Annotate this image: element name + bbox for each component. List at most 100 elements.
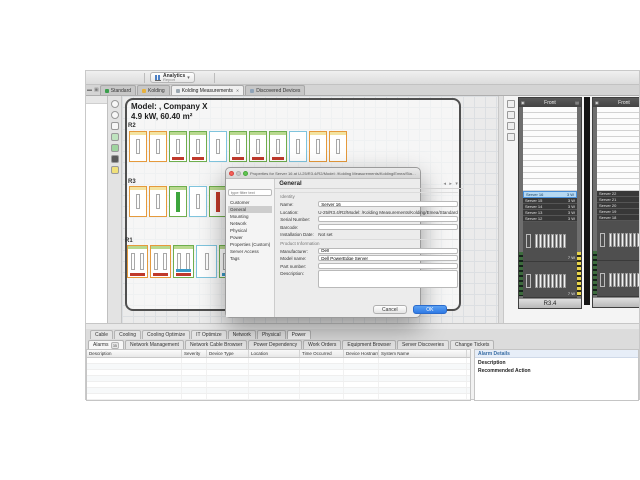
floorplan-rack[interactable] xyxy=(229,131,247,162)
minimize-pane-icon[interactable]: ▬ xyxy=(87,87,92,93)
floorplan-rack[interactable] xyxy=(189,186,207,217)
empty-u-slot[interactable] xyxy=(523,167,577,173)
column-header-device-hostname[interactable]: Device Hostname xyxy=(346,350,379,357)
server-row[interactable]: Server 13 3 W xyxy=(523,210,577,216)
empty-u-slot[interactable] xyxy=(597,131,639,137)
empty-u-slot[interactable] xyxy=(523,161,577,167)
empty-u-slot[interactable] xyxy=(597,137,639,143)
zoom-in-icon[interactable] xyxy=(110,100,119,108)
floorplan-rack[interactable] xyxy=(129,131,147,162)
panel-tab-work-orders[interactable]: Work Orders xyxy=(303,340,342,349)
panel-tab-power-dependency[interactable]: Power Dependency xyxy=(248,340,303,349)
floorplan-rack[interactable] xyxy=(209,131,227,162)
column-header-time-occurred[interactable]: Time Occurred xyxy=(300,350,344,357)
dialog-nav-customer[interactable]: Customer xyxy=(230,200,250,205)
floorplan-rack[interactable] xyxy=(189,131,207,162)
pdu-section[interactable]: 7 W xyxy=(597,261,639,297)
column-header-severity[interactable]: Severity xyxy=(182,350,207,357)
floorplan-rack[interactable] xyxy=(289,131,307,162)
empty-u-slot[interactable] xyxy=(597,161,639,167)
layer-tab-cable[interactable]: Cable xyxy=(90,330,114,339)
rack-layout-icon[interactable] xyxy=(507,122,515,130)
empty-u-slot[interactable] xyxy=(597,179,639,185)
tab-discovered-devices[interactable]: Discovered Devices xyxy=(245,85,306,95)
analytics-button[interactable]: Analytics Report ▾ xyxy=(150,72,195,83)
floorplan-rack[interactable] xyxy=(127,245,148,278)
tab-kolding-measurements[interactable]: Kolding Measurements ✕ xyxy=(170,85,245,95)
chevron-down-icon[interactable]: ▾ xyxy=(455,180,459,187)
empty-u-slot[interactable] xyxy=(523,125,577,131)
field-textarea-description[interactable] xyxy=(318,270,458,288)
floorplan-rack[interactable] xyxy=(129,186,147,217)
navigation-pane-header[interactable] xyxy=(86,96,107,104)
empty-u-slot[interactable] xyxy=(597,143,639,149)
tab-kolding[interactable]: Kolding xyxy=(137,85,170,95)
pdu-section[interactable]: 7 W xyxy=(597,221,639,261)
server-row[interactable]: Server 213 W xyxy=(597,197,639,203)
server-row[interactable]: Server 16 3 W xyxy=(523,191,577,198)
cancel-button[interactable]: Cancel xyxy=(372,305,407,314)
panel-tab-alarms[interactable]: Alarms 35 xyxy=(88,340,125,349)
vertical-splitter[interactable] xyxy=(498,96,504,323)
panel-tab-equipment-browser[interactable]: Equipment Browser xyxy=(342,340,396,349)
field-input-serialnumber[interactable] xyxy=(318,216,458,222)
empty-u-slot[interactable] xyxy=(523,173,577,179)
empty-u-slot[interactable] xyxy=(597,173,639,179)
dialog-nav-physical[interactable]: Physical xyxy=(230,228,247,233)
floorplan-rack[interactable] xyxy=(196,245,217,278)
rack-elevation-header[interactable]: ▣ Front ▤ xyxy=(519,98,581,107)
layer-tab-cooling[interactable]: Cooling xyxy=(114,330,142,339)
empty-u-slot[interactable] xyxy=(597,107,639,113)
dialog-nav-mounting[interactable]: Mounting xyxy=(230,214,249,219)
forward-arrow-icon[interactable]: ▸ xyxy=(449,180,453,187)
highlight-icon[interactable] xyxy=(110,166,119,174)
layer-tab-physical[interactable]: Physical xyxy=(256,330,286,339)
close-icon[interactable]: ✕ xyxy=(235,88,240,93)
ok-button[interactable]: OK xyxy=(412,305,447,314)
panel-tab-server-discoveries[interactable]: Server Discoveries xyxy=(397,340,449,349)
back-arrow-icon[interactable]: ◂ xyxy=(443,180,448,187)
close-icon[interactable] xyxy=(229,170,234,176)
zoom-out-icon[interactable] xyxy=(110,111,119,119)
field-input-modelname[interactable] xyxy=(318,255,458,261)
server-row[interactable]: Server 183 W xyxy=(597,215,639,221)
empty-u-slot[interactable] xyxy=(523,119,577,125)
server-row[interactable]: Server 12 3 W xyxy=(523,216,577,222)
column-header-description[interactable]: Description xyxy=(87,350,182,357)
field-input-partnumber[interactable] xyxy=(318,262,458,269)
tab-standard[interactable]: Standard xyxy=(99,85,137,95)
marker-icon[interactable] xyxy=(110,155,119,163)
empty-u-slot[interactable] xyxy=(597,113,639,119)
maximize-pane-icon[interactable]: ▣ xyxy=(94,87,99,93)
server-row[interactable]: Server 14 3 W xyxy=(523,204,577,210)
export-icon[interactable] xyxy=(110,144,119,152)
empty-u-slot[interactable] xyxy=(523,131,577,137)
floorplan-rack[interactable] xyxy=(173,245,194,278)
column-header-location[interactable]: Location xyxy=(249,350,300,357)
floorplan-rack[interactable] xyxy=(249,131,267,162)
dialog-nav-properties--custom-[interactable]: Properties (Custom) xyxy=(230,242,271,247)
empty-u-slot[interactable] xyxy=(523,155,577,161)
floorplan-rack[interactable] xyxy=(149,186,167,217)
floorplan-rack[interactable] xyxy=(150,245,171,278)
dialog-nav-server-access[interactable]: Server Access xyxy=(230,249,259,254)
chevron-down-icon[interactable]: ▾ xyxy=(187,74,190,81)
field-input-name[interactable] xyxy=(318,201,458,207)
filter-input[interactable] xyxy=(228,189,273,196)
column-header-system-name[interactable]: System Name xyxy=(379,350,467,357)
empty-u-slot[interactable] xyxy=(523,113,577,119)
pdu-section[interactable]: 7 W xyxy=(523,262,577,298)
panel-tab-change-tickets[interactable]: Change Tickets xyxy=(449,340,495,349)
field-input-barcode[interactable] xyxy=(318,223,458,230)
dialog-nav-tags[interactable]: Tags xyxy=(230,256,240,261)
maximize-icon[interactable] xyxy=(243,170,248,176)
empty-u-slot[interactable] xyxy=(597,119,639,125)
column-header-device-type[interactable]: Device Type xyxy=(207,350,249,357)
layer-tab-it-optimize[interactable]: IT Optimize xyxy=(191,330,227,339)
server-row[interactable]: Server 223 W xyxy=(597,191,639,197)
field-input-manufacturer[interactable] xyxy=(318,247,458,254)
dialog-nav-general[interactable]: General xyxy=(228,206,273,213)
horizontal-splitter[interactable] xyxy=(86,323,639,329)
empty-u-slot[interactable] xyxy=(597,149,639,155)
rack-name-label[interactable] xyxy=(593,297,639,307)
